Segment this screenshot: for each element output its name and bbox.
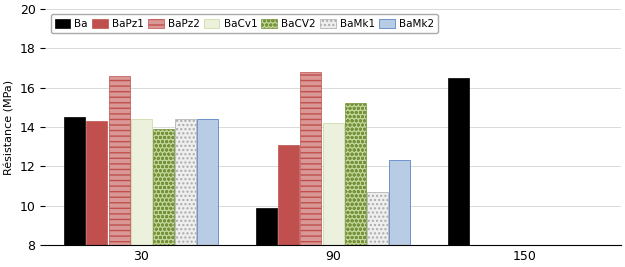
Bar xyxy=(322,123,344,267)
Bar xyxy=(389,160,410,267)
Bar xyxy=(367,192,388,267)
Y-axis label: Résistance (MPa): Résistance (MPa) xyxy=(4,80,14,175)
Bar xyxy=(301,72,321,267)
Bar xyxy=(109,76,129,267)
Bar xyxy=(344,104,366,267)
Bar xyxy=(86,121,108,267)
Bar xyxy=(197,119,218,267)
Bar xyxy=(448,78,469,267)
Legend: Ba, BaPz1, BaPz2, BaCv1, BaCV2, BaMk1, BaMk2: Ba, BaPz1, BaPz2, BaCv1, BaCV2, BaMk1, B… xyxy=(51,14,438,33)
Bar xyxy=(64,117,86,267)
Bar xyxy=(153,129,174,267)
Bar xyxy=(278,145,299,267)
Bar xyxy=(256,208,277,267)
Bar xyxy=(131,119,152,267)
Bar xyxy=(175,119,196,267)
